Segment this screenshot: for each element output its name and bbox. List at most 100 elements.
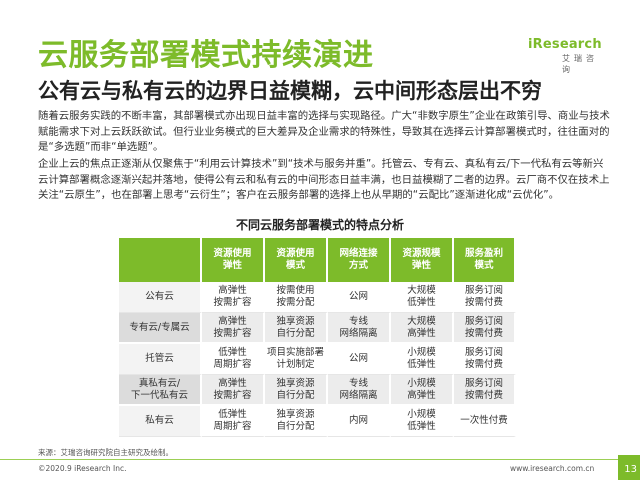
deployment-feature-table: 资源使用 弹性 资源使用 模式 网络连接 方式 资源规模 弹性 服务盈利 模式 公有云 高弹性 按需扩… xyxy=(119,238,516,437)
page-number: 13 xyxy=(624,464,637,475)
cell-line: 小规模 xyxy=(407,409,436,420)
table-cell: 小规模 低弹性 xyxy=(391,406,454,437)
cell-line: 小规模 xyxy=(407,347,436,358)
table-row: 私有云 低弹性 周期扩容 独享资源 自行分配 内网 小规模 低弹性 一次性付费 xyxy=(119,406,516,437)
table-cell: 高弹性 按需扩容 xyxy=(202,282,265,313)
row-header-line: 真私有云/ xyxy=(138,377,181,389)
cell-line: 自行分配 xyxy=(276,327,315,339)
table-cell: 小规模 高弹性 xyxy=(391,375,454,406)
cell-line: 按需使用 xyxy=(276,285,315,296)
logo-name: iResearch xyxy=(528,37,602,52)
cell-line: 低弹性 xyxy=(407,297,436,308)
cell-line: 周期扩容 xyxy=(213,421,252,432)
table-row: 托管云 低弹性 周期扩容 项目实施部署 计划制定 公网 小规模 低弹性 服务订阅 按需付费 xyxy=(119,344,516,375)
column-header: 服务盈利 模式 xyxy=(454,238,516,282)
table-cell: 服务订阅 按需付费 xyxy=(454,282,516,313)
cell-line: 按需分配 xyxy=(276,297,315,308)
column-header-line: 资源使用 xyxy=(213,248,252,259)
row-header: 公有云 xyxy=(119,282,202,313)
column-header: 资源规模 弹性 xyxy=(391,238,454,282)
cell-line: 自行分配 xyxy=(276,421,315,432)
table-title: 不同云服务部署模式的特点分析 xyxy=(235,218,404,232)
table-cell: 独享资源 自行分配 xyxy=(265,406,328,437)
cell-line: 按需扩容 xyxy=(213,327,252,339)
cell-line: 项目实施部署 xyxy=(266,347,324,358)
cell-line: 服务订阅 xyxy=(464,315,503,327)
cell-line: 按需扩容 xyxy=(213,389,252,401)
cell-line: 低弹性 xyxy=(407,421,436,432)
cell-line: 独享资源 xyxy=(276,315,315,327)
column-header: 资源使用 弹性 xyxy=(202,238,265,282)
table-cell: 高弹性 按需扩容 xyxy=(202,313,265,344)
footer-divider xyxy=(0,459,622,460)
row-header-line: 公有云 xyxy=(145,291,174,302)
table-corner-cell xyxy=(119,238,202,282)
cell-line: 按需付费 xyxy=(464,297,503,308)
cell-line: 小规模 xyxy=(407,377,436,389)
column-header-line: 弹性 xyxy=(222,260,242,271)
table-cell: 低弹性 周期扩容 xyxy=(202,344,265,375)
table-cell: 服务订阅 按需付费 xyxy=(454,344,516,375)
cell-line: 专线 xyxy=(348,377,368,389)
column-header-line: 弹性 xyxy=(411,260,431,271)
cell-line: 独享资源 xyxy=(276,409,315,420)
logo-subtext: 艾瑞咨询 xyxy=(562,54,598,74)
cell-line: 按需扩容 xyxy=(213,297,252,308)
table-cell: 独享资源 自行分配 xyxy=(265,313,328,344)
table-cell: 高弹性 按需扩容 xyxy=(202,375,265,406)
cell-line: 周期扩容 xyxy=(213,359,252,370)
cell-line: 服务订阅 xyxy=(464,285,503,296)
table-row: 公有云 高弹性 按需扩容 按需使用 按需分配 公网 大规模 低弹性 服务订阅 按需付费 xyxy=(119,282,516,313)
cell-line: 高弹性 xyxy=(407,327,436,339)
cell-line: 自行分配 xyxy=(276,389,315,401)
column-header-line: 资源规模 xyxy=(402,248,441,259)
cell-line: 低弹性 xyxy=(218,409,247,420)
row-header-line: 下一代私有云 xyxy=(130,389,188,401)
table-cell: 服务订阅 按需付费 xyxy=(454,375,516,406)
row-header: 私有云 xyxy=(119,406,202,437)
column-header: 资源使用 模式 xyxy=(265,238,328,282)
table-cell: 内网 xyxy=(328,406,391,437)
cell-line: 按需付费 xyxy=(464,389,503,401)
source-note: 来源：艾瑞咨询研究院自主研究及绘制。 xyxy=(38,448,173,457)
body-paragraph-1: 随着云服务实践的不断丰富，其部署模式亦出现日益丰富的选择与实现路径。广大“非数字… xyxy=(38,110,610,153)
column-header-line: 模式 xyxy=(474,260,494,271)
cell-line: 服务订阅 xyxy=(464,347,503,358)
table-cell: 低弹性 周期扩容 xyxy=(202,406,265,437)
cell-line: 网络隔离 xyxy=(339,389,378,401)
cell-line: 低弹性 xyxy=(407,359,436,370)
row-header: 真私有云/下一代私有云 xyxy=(119,375,202,406)
cell-line: 按需付费 xyxy=(464,359,503,370)
table-cell: 一次性付费 xyxy=(454,406,516,437)
cell-line: 公网 xyxy=(348,291,368,302)
column-header-line: 模式 xyxy=(285,260,305,271)
cell-line: 内网 xyxy=(348,415,368,426)
cell-line: 专线 xyxy=(348,315,368,327)
page-subtitle: 公有云与私有云的边界日益模糊，云中间形态层出不穷 xyxy=(38,79,542,103)
cell-line: 一次性付费 xyxy=(460,415,508,426)
table-row: 真私有云/下一代私有云 高弹性 按需扩容 独享资源 自行分配 专线 网络隔离 小规模 高弹性 服务… xyxy=(119,375,516,406)
cell-line: 独享资源 xyxy=(276,377,315,389)
column-header-line: 方式 xyxy=(348,260,368,271)
row-header-line: 托管云 xyxy=(145,353,174,364)
page-title: 云服务部署模式持续演进 xyxy=(38,38,374,73)
row-header-line: 私有云 xyxy=(145,415,174,426)
cell-line: 公网 xyxy=(348,353,368,364)
table-cell: 小规模 低弹性 xyxy=(391,344,454,375)
cell-line: 低弹性 xyxy=(218,347,247,358)
cell-line: 按需付费 xyxy=(464,327,503,339)
cell-line: 高弹性 xyxy=(218,285,247,296)
row-header: 专有云/专属云 xyxy=(119,313,202,344)
column-header-line: 资源使用 xyxy=(276,248,315,259)
table-cell: 大规模 高弹性 xyxy=(391,313,454,344)
table-cell: 专线 网络隔离 xyxy=(328,375,391,406)
table-cell: 专线 网络隔离 xyxy=(328,313,391,344)
website-link[interactable]: www.iresearch.com.cn xyxy=(510,464,595,473)
table-header-row: 资源使用 弹性 资源使用 模式 网络连接 方式 资源规模 弹性 服务盈利 模式 xyxy=(119,238,516,282)
page-number-tab: 13 xyxy=(618,455,640,480)
cell-line: 大规模 xyxy=(407,285,436,296)
table-cell: 服务订阅 按需付费 xyxy=(454,313,516,344)
table-cell: 项目实施部署 计划制定 xyxy=(265,344,328,375)
table-cell: 按需使用 按需分配 xyxy=(265,282,328,313)
table-cell: 公网 xyxy=(328,282,391,313)
